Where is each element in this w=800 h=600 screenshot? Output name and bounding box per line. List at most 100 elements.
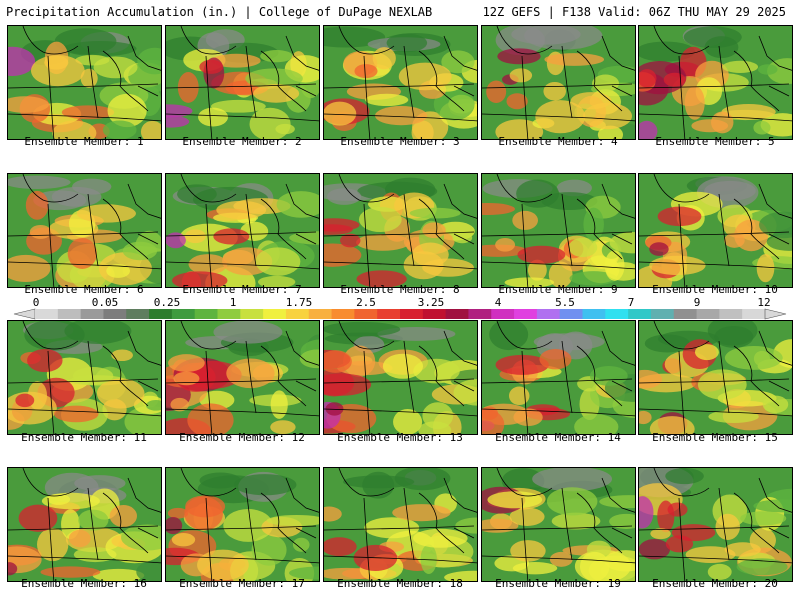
colorbar-swatch	[308, 309, 333, 319]
colorbar-swatch	[673, 309, 698, 319]
colorbar-tick-label: 5.5	[555, 296, 575, 309]
precipitation-map	[482, 26, 635, 139]
ensemble-member-map	[323, 467, 478, 582]
precipitation-map	[324, 468, 477, 581]
colorbar-swatch	[400, 309, 424, 319]
precipitation-map	[482, 468, 635, 581]
ensemble-member-map	[323, 25, 478, 140]
colorbar-swatch	[582, 309, 606, 319]
ensemble-member-map	[165, 320, 320, 435]
ensemble-member-label: Ensemble Member: 4	[498, 135, 618, 148]
precipitation-map	[482, 174, 635, 287]
colorbar-swatch	[628, 309, 652, 319]
colorbar-swatch	[285, 309, 310, 319]
ensemble-member-map	[323, 173, 478, 288]
ensemble-member-label: Ensemble Member: 9	[498, 283, 618, 296]
colorbar-swatch	[217, 309, 241, 319]
map-title: Precipitation Accumulation (in.) | Colle…	[6, 5, 433, 19]
precipitation-map	[639, 468, 792, 581]
ensemble-member-map	[165, 25, 320, 140]
ensemble-member-map	[7, 467, 162, 582]
colorbar-swatch	[650, 309, 675, 319]
colorbar-swatch	[149, 309, 173, 319]
colorbar-swatch	[354, 309, 378, 319]
ensemble-member-label: Ensemble Member: 5	[655, 135, 775, 148]
colorbar-swatch	[422, 309, 447, 319]
precipitation-map	[639, 26, 792, 139]
colorbar-tick-label: 0	[32, 296, 40, 309]
colorbar-tick-label: 12	[757, 296, 771, 309]
colorbar-swatch	[719, 309, 743, 319]
precipitation-map	[166, 174, 319, 287]
colorbar-swatch	[35, 309, 59, 319]
ensemble-member-map	[481, 173, 636, 288]
ensemble-member-label: Ensemble Member: 7	[182, 283, 302, 296]
precipitation-map	[324, 26, 477, 139]
colorbar-tick-label: 0.05	[91, 296, 119, 309]
ensemble-member-label: Ensemble Member: 15	[652, 431, 778, 444]
precipitation-map	[166, 321, 319, 434]
ensemble-member-map	[638, 173, 793, 288]
colorbar-swatch	[377, 309, 401, 319]
colorbar-swatch	[559, 309, 583, 319]
ensemble-member-map	[638, 25, 793, 140]
colorbar-swatch	[445, 309, 469, 319]
precipitation-map	[8, 26, 161, 139]
precipitation-map	[8, 468, 161, 581]
colorbar-swatch	[536, 309, 561, 319]
ensemble-member-label: Ensemble Member: 20	[652, 577, 778, 590]
ensemble-member-map	[481, 467, 636, 582]
precipitation-map	[324, 174, 477, 287]
precipitation-colorbar: 0 0.05 0.25 1 1.75 2.5 3.25 4 5.5 7 9 12	[0, 296, 800, 320]
ensemble-member-label: Ensemble Member: 12	[179, 431, 305, 444]
ensemble-member-label: Ensemble Member: 3	[340, 135, 460, 148]
ensemble-member-map	[7, 25, 162, 140]
colorbar-swatch	[126, 309, 150, 319]
colorbar-tick-label: 4	[494, 296, 502, 309]
ensemble-member-label: Ensemble Member: 10	[652, 283, 778, 296]
colorbar-swatch	[331, 309, 355, 319]
ensemble-member-map	[481, 320, 636, 435]
precipitation-map	[166, 26, 319, 139]
colorbar-swatch	[194, 309, 218, 319]
colorbar-tick-label: 0.25	[153, 296, 181, 309]
ensemble-member-map	[638, 467, 793, 582]
colorbar-min-arrow	[13, 308, 36, 320]
colorbar-swatch	[57, 309, 82, 319]
ensemble-member-label: Ensemble Member: 19	[495, 577, 621, 590]
colorbar-tick-label: 7	[627, 296, 635, 309]
precipitation-map	[166, 468, 319, 581]
precipitation-map	[482, 321, 635, 434]
colorbar-tick-label: 1	[229, 296, 237, 309]
ensemble-member-label: Ensemble Member: 11	[21, 431, 147, 444]
ensemble-member-map	[638, 320, 793, 435]
precipitation-map	[8, 174, 161, 287]
colorbar-swatch	[103, 309, 127, 319]
colorbar-swatch	[742, 309, 766, 319]
precipitation-map	[639, 321, 792, 434]
colorbar-swatch	[80, 309, 104, 319]
ensemble-member-label: Ensemble Member: 6	[24, 283, 144, 296]
ensemble-member-label: Ensemble Member: 18	[337, 577, 463, 590]
colorbar-swatch	[240, 309, 264, 319]
precipitation-map	[324, 321, 477, 434]
ensemble-member-map	[7, 320, 162, 435]
colorbar-swatch	[491, 309, 515, 319]
ensemble-member-label: Ensemble Member: 1	[24, 135, 144, 148]
colorbar-swatch	[605, 309, 629, 319]
ensemble-member-label: Ensemble Member: 14	[495, 431, 621, 444]
colorbar-tick-label: 3.25	[417, 296, 445, 309]
ensemble-member-label: Ensemble Member: 13	[337, 431, 463, 444]
colorbar-swatch	[514, 309, 538, 319]
colorbar-swatch	[696, 309, 720, 319]
precipitation-map	[8, 321, 161, 434]
colorbar-tick-label: 1.75	[285, 296, 313, 309]
colorbar-swatch	[263, 309, 287, 319]
model-run-info: 12Z GEFS | F138 Valid: 06Z THU MAY 29 20…	[482, 5, 786, 19]
ensemble-member-map	[165, 467, 320, 582]
ensemble-member-map	[7, 173, 162, 288]
precipitation-map	[639, 174, 792, 287]
colorbar-swatches	[13, 308, 787, 320]
colorbar-max-arrow	[764, 308, 787, 320]
colorbar-tick-label: 9	[693, 296, 701, 309]
